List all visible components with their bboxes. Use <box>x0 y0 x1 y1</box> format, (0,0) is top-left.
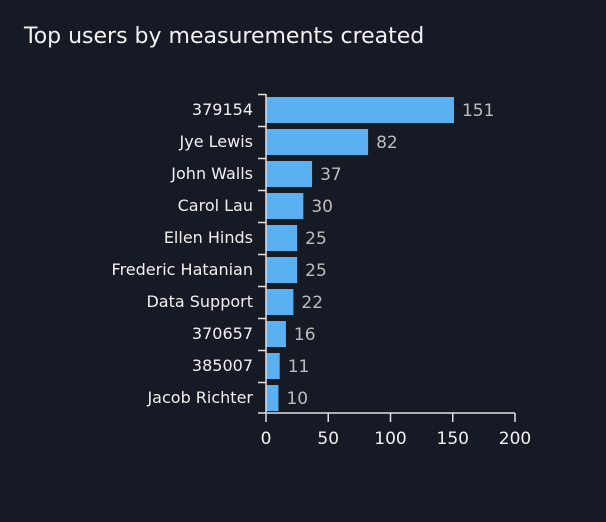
category-label: John Walls <box>170 164 253 183</box>
bar <box>266 97 454 123</box>
chart-title: Top users by measurements created <box>24 24 425 49</box>
category-label: Carol Lau <box>178 196 253 215</box>
bar <box>266 385 279 411</box>
x-tick-label: 100 <box>374 429 406 449</box>
category-label: 385007 <box>192 356 253 375</box>
bar <box>266 225 298 251</box>
value-label: 10 <box>286 389 308 409</box>
category-label: Jye Lewis <box>179 132 253 151</box>
category-label: Frederic Hatanian <box>112 260 253 279</box>
bar <box>266 289 294 315</box>
value-label: 16 <box>294 325 316 345</box>
value-label: 22 <box>301 293 323 313</box>
bar <box>266 353 280 379</box>
value-label: 11 <box>288 357 310 377</box>
category-label: 370657 <box>192 324 253 343</box>
bar <box>266 257 298 283</box>
value-label: 37 <box>320 165 342 185</box>
x-tick-label: 0 <box>261 429 272 449</box>
bar <box>266 193 304 219</box>
value-label: 25 <box>305 229 327 249</box>
bar <box>266 321 286 347</box>
value-label: 25 <box>305 261 327 281</box>
category-label: Ellen Hinds <box>164 228 253 247</box>
bar <box>266 161 313 187</box>
x-tick-label: 50 <box>317 429 339 449</box>
category-label: 379154 <box>192 100 253 119</box>
x-tick-label: 150 <box>437 429 469 449</box>
category-label: Data Support <box>146 292 253 311</box>
bar <box>266 129 369 155</box>
value-label: 151 <box>462 101 494 121</box>
value-label: 30 <box>311 197 333 217</box>
x-tick-label: 200 <box>499 429 531 449</box>
value-label: 82 <box>376 133 398 153</box>
category-label: Jacob Richter <box>146 388 253 407</box>
